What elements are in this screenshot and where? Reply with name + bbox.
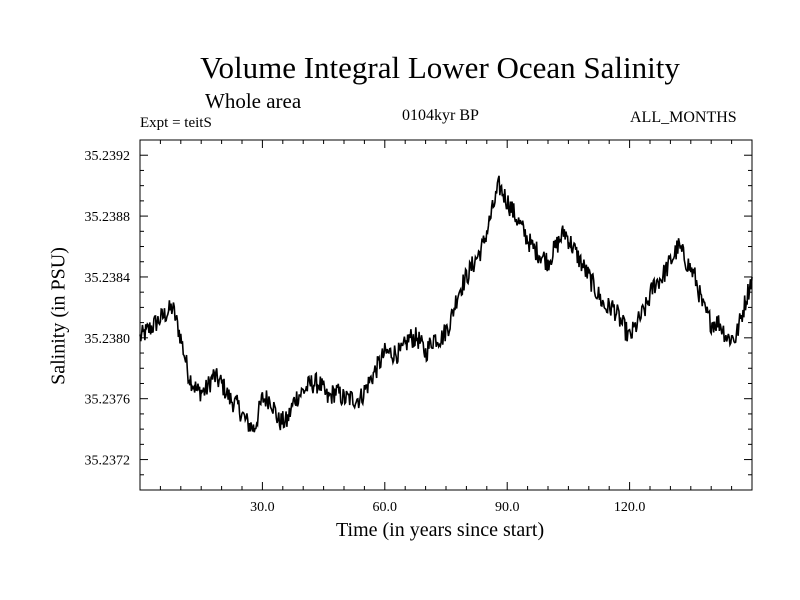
chart-title: Volume Integral Lower Ocean Salinity: [200, 50, 680, 85]
y-tick-label: 35.2388: [85, 210, 131, 225]
months-label: ALL_MONTHS: [630, 109, 737, 126]
tick-label-group: 30.0 60.0 90.0 120.0 35.2372 35.2376 35.2380 35…: [85, 149, 646, 515]
x-tick-label: 60.0: [373, 500, 398, 515]
x-tick-label: 90.0: [495, 500, 520, 515]
y-tick-label: 35.2380: [85, 332, 131, 347]
y-tick-label: 35.2384: [85, 271, 131, 286]
plot-frame: [139, 139, 753, 491]
y-tick-label: 35.2372: [85, 454, 131, 469]
x-axis-label: Time (in years since start): [336, 519, 545, 541]
y-tick-label: 35.2392: [85, 149, 131, 164]
series-line-salinity: [139, 175, 753, 433]
x-tick-label: 120.0: [614, 500, 646, 515]
chart-subtitle: Whole area: [205, 89, 302, 113]
period-label: 0104kyr BP: [402, 107, 479, 124]
tick-group: [140, 139, 752, 490]
experiment-label: Expt = teitS: [140, 115, 212, 131]
y-tick-label: 35.2376: [85, 393, 131, 408]
x-tick-label: 30.0: [250, 500, 275, 515]
